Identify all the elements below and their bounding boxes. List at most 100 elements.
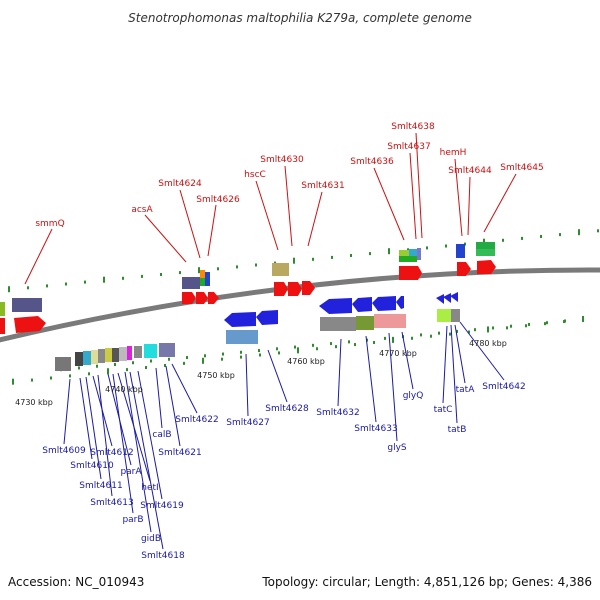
gene-block xyxy=(159,343,175,357)
scale-tick xyxy=(78,366,80,370)
connector-line xyxy=(124,371,152,533)
gene-label-lower: Smlt4627 xyxy=(226,418,269,428)
scale-tick xyxy=(222,352,224,356)
gene-arrow xyxy=(436,294,444,304)
scale-tick xyxy=(126,368,128,372)
scale-tick xyxy=(46,284,48,288)
scale-tick xyxy=(12,378,14,385)
connector-line xyxy=(442,325,448,404)
scale-tick xyxy=(540,235,542,238)
kbp-label: 4770 kbp xyxy=(379,349,417,358)
gene-label-upper: hscC xyxy=(244,170,266,180)
tick-row-upper-outer xyxy=(8,229,599,293)
scale-tick xyxy=(96,364,98,368)
scale-tick xyxy=(114,362,116,366)
scale-tick xyxy=(544,322,546,326)
gene-block xyxy=(356,316,374,330)
scale-tick xyxy=(521,236,523,240)
gene-label-lower: Smlt4633 xyxy=(354,424,397,434)
connector-line xyxy=(454,158,463,237)
scale-tick xyxy=(468,330,470,334)
gene-block xyxy=(91,350,98,364)
gene-arrow xyxy=(0,318,5,334)
gene-arrow xyxy=(274,282,288,296)
label-connectors xyxy=(24,132,517,550)
gene-arrow xyxy=(477,260,496,274)
gene-block xyxy=(437,309,451,322)
gene-label-upper: Smlt4644 xyxy=(448,166,492,176)
connector-line xyxy=(129,371,164,550)
scale-tick xyxy=(546,321,548,325)
gene-label-upper: Smlt4626 xyxy=(196,195,240,205)
scale-tick xyxy=(335,345,337,349)
gene-block xyxy=(55,357,71,371)
scale-tick xyxy=(564,319,566,323)
scale-tick xyxy=(449,332,451,336)
connector-line xyxy=(415,132,423,239)
gene-label-upper: hemH xyxy=(440,148,467,158)
gene-block xyxy=(98,349,105,363)
connector-line xyxy=(267,349,288,403)
gene-block xyxy=(205,272,210,286)
scale-tick xyxy=(350,254,352,257)
gene-arrow xyxy=(372,296,396,311)
gene-arrow xyxy=(450,292,458,302)
kbp-label: 4760 kbp xyxy=(287,357,325,366)
gene-block xyxy=(119,347,127,361)
scale-tick xyxy=(426,246,428,250)
connector-line xyxy=(365,335,377,423)
genome-backbone xyxy=(0,267,600,343)
connector-line xyxy=(171,363,198,414)
tick-row-lower-outer xyxy=(12,315,584,385)
connector-line xyxy=(63,378,71,445)
scale-tick xyxy=(84,280,86,284)
gene-block xyxy=(399,250,409,256)
scale-tick xyxy=(88,372,90,376)
scale-tick xyxy=(559,233,561,237)
gene-block xyxy=(272,263,289,276)
connector-line xyxy=(179,189,201,259)
scale-tick xyxy=(528,322,530,326)
gene-label-lower: Smlt4642 xyxy=(482,382,525,392)
kbp-label: 4750 kbp xyxy=(197,371,235,380)
connector-line xyxy=(284,165,293,247)
gene-label-lower: gidB xyxy=(141,534,161,544)
connector-line xyxy=(245,353,249,417)
scale-tick xyxy=(597,229,599,233)
scale-tick xyxy=(578,229,580,236)
connector-line xyxy=(483,173,517,233)
gene-block xyxy=(112,348,119,362)
gene-label-lower: Smlt4619 xyxy=(140,501,184,511)
gene-label-lower: Smlt4618 xyxy=(141,551,185,561)
gene-arrow xyxy=(457,262,471,276)
scale-tick xyxy=(294,345,296,349)
gene-block xyxy=(83,351,91,365)
gene-block xyxy=(105,348,112,362)
scale-tick xyxy=(366,338,368,342)
scale-tick xyxy=(502,238,504,242)
gene-arrow xyxy=(208,292,219,304)
connector-line xyxy=(144,214,187,263)
scale-tick xyxy=(392,336,394,343)
connector-line xyxy=(459,321,505,381)
scale-tick xyxy=(582,317,584,321)
scale-tick xyxy=(348,340,350,344)
scale-tick xyxy=(8,286,10,293)
connector-line xyxy=(255,180,279,251)
scale-tick xyxy=(160,273,162,276)
gene-block xyxy=(374,314,406,328)
gene-label-upper: Smlt4645 xyxy=(500,163,543,173)
connector-line xyxy=(388,332,398,442)
gene-block xyxy=(476,242,495,249)
gene-label-lower: calB xyxy=(152,430,171,440)
scale-tick xyxy=(65,282,67,286)
gene-block xyxy=(320,317,356,331)
scale-tick xyxy=(27,286,29,290)
scale-tick xyxy=(373,340,375,344)
scale-tick xyxy=(330,342,332,346)
gene-arrow xyxy=(14,316,46,333)
scale-tick xyxy=(183,361,185,365)
scale-tick xyxy=(141,274,143,278)
scale-tick xyxy=(179,271,181,275)
